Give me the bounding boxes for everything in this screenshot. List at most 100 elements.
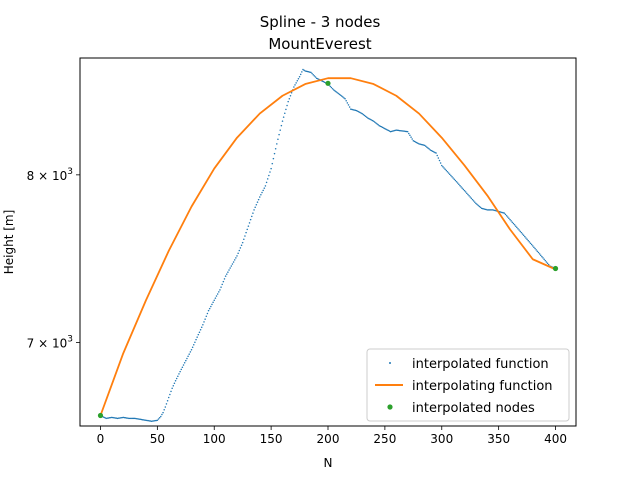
data-point-135 (253, 209, 255, 211)
data-point-366 (516, 226, 518, 229)
data-point-134 (252, 212, 254, 214)
data-point-5 (105, 417, 107, 420)
data-point-364 (513, 224, 516, 226)
data-point-268 (404, 130, 407, 133)
data-point-51 (157, 418, 160, 420)
data-point-188 (313, 75, 316, 77)
data-point-237 (369, 118, 371, 121)
data-point-329 (474, 201, 476, 203)
data-point-129 (246, 228, 248, 231)
data-point-208 (336, 91, 338, 94)
data-point-31 (134, 417, 137, 420)
data-point-39 (144, 419, 146, 421)
data-point-103 (216, 293, 219, 295)
data-point-55 (162, 411, 164, 414)
data-point-23 (125, 417, 128, 419)
data-point-38 (142, 419, 145, 421)
x-tick-label-400: 400 (544, 432, 567, 446)
data-point-182 (306, 70, 309, 73)
data-point-94 (206, 312, 209, 315)
data-point-65 (173, 382, 176, 385)
legend-marker-interpolated-nodes (387, 404, 393, 410)
data-point-197 (323, 81, 326, 84)
data-point-233 (364, 115, 367, 118)
series-interpolated-function (99, 68, 557, 422)
data-point-138 (256, 201, 259, 203)
data-point-282 (420, 143, 423, 146)
data-point-60 (167, 396, 170, 399)
data-point-28 (131, 417, 134, 420)
data-point-123 (239, 247, 242, 249)
data-point-287 (426, 146, 428, 148)
data-point-269 (405, 130, 408, 133)
data-point-219 (348, 106, 351, 108)
data-point-202 (329, 85, 332, 88)
data-point-205 (332, 89, 335, 91)
data-point-178 (302, 68, 304, 71)
data-point-130 (247, 225, 250, 227)
data-point-221 (351, 108, 353, 111)
data-point-284 (422, 144, 425, 146)
data-point-108 (222, 280, 225, 283)
data-point-292 (431, 150, 434, 152)
data-point-109 (223, 278, 226, 280)
data-point-48 (154, 419, 156, 422)
data-point-281 (419, 143, 421, 145)
data-point-238 (370, 119, 372, 121)
data-point-272 (409, 134, 411, 137)
data-point-185 (310, 71, 312, 74)
data-point-331 (476, 203, 478, 206)
data-point-22 (124, 417, 127, 419)
data-point-312 (454, 179, 457, 182)
data-point-273 (410, 136, 412, 138)
data-point-62 (170, 390, 172, 393)
data-point-263 (398, 129, 401, 132)
data-point-394 (547, 263, 550, 266)
data-point-217 (346, 102, 349, 104)
data-point-246 (379, 125, 382, 127)
data-point-380 (532, 245, 534, 247)
data-point-391 (544, 259, 547, 262)
data-point-168 (290, 92, 293, 94)
series-interpolating-function-line (99, 77, 556, 416)
data-point-214 (343, 97, 345, 99)
data-point-215 (344, 97, 346, 100)
data-point-371 (521, 233, 524, 235)
data-point-152 (272, 157, 275, 160)
data-point-89 (200, 326, 203, 328)
data-point-377 (528, 241, 531, 243)
data-point-35 (139, 418, 142, 421)
data-point-341 (487, 209, 490, 211)
data-point-280 (418, 143, 420, 145)
x-tick-label-350: 350 (487, 432, 510, 446)
data-point-311 (453, 178, 456, 180)
data-point-27 (130, 417, 132, 420)
data-point-93 (205, 315, 208, 318)
data-point-153 (273, 152, 276, 155)
data-point-314 (456, 182, 459, 184)
data-point-294 (434, 151, 436, 154)
data-point-229 (360, 112, 362, 114)
data-point-83 (194, 341, 196, 343)
data-point-4 (104, 417, 106, 419)
interpolated-node-2 (552, 265, 559, 272)
data-point-73 (182, 364, 185, 366)
data-point-72 (181, 366, 184, 368)
data-point-131 (248, 222, 251, 224)
data-point-14 (115, 417, 118, 419)
data-point-357 (505, 214, 508, 217)
data-point-211 (339, 94, 342, 96)
data-point-128 (245, 231, 247, 234)
data-point-327 (471, 198, 474, 201)
data-point-288 (427, 147, 429, 149)
data-point-64 (172, 385, 175, 387)
x-tick-label-300: 300 (430, 432, 453, 446)
data-point-41 (146, 419, 148, 422)
data-point-307 (448, 173, 451, 175)
data-point-195 (321, 80, 324, 82)
data-point-338 (484, 208, 486, 210)
data-point-158 (279, 129, 281, 131)
data-point-142 (261, 191, 263, 194)
data-point-227 (357, 111, 360, 113)
data-point-232 (363, 114, 366, 117)
